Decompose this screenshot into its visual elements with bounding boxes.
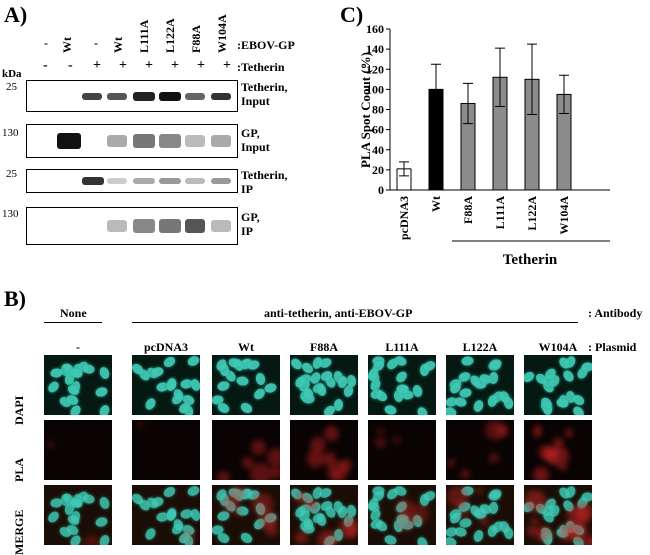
y-tick-label: 140 xyxy=(366,42,384,56)
blot-tetherin-input xyxy=(26,80,238,112)
blot-gp-input xyxy=(26,124,238,158)
gp-lane-3: Wt xyxy=(111,37,125,53)
blot-1-label: Tetherin, Input xyxy=(241,80,288,108)
micrograph-merge-w104a xyxy=(524,485,592,545)
x-tick-label-f88a: F88A xyxy=(461,196,475,224)
plasmid-col-4: L111A xyxy=(385,340,419,354)
micrograph-dapi- xyxy=(44,355,112,415)
blot-3-label: Tetherin, IP xyxy=(241,168,288,196)
micrograph-pla-w104a xyxy=(524,420,592,480)
plasmid-col-6: W104A xyxy=(538,340,578,354)
micrograph-pla-wt xyxy=(212,420,280,480)
plasmid-col-5: L122A xyxy=(462,340,498,354)
plasmid-suffix: : Plasmid xyxy=(588,340,637,354)
gp-lane-6: F88A xyxy=(189,25,203,53)
gp-lane-2: - xyxy=(94,36,98,50)
micrograph-dapi-wt xyxy=(212,355,280,415)
ebov-gp-row-label: :EBOV-GP xyxy=(237,38,295,52)
gp-lane-1: Wt xyxy=(60,37,74,53)
micrograph-pla-f88a xyxy=(290,420,358,480)
marker-blot-4: 130 xyxy=(2,208,19,220)
panel-c-label: C) xyxy=(340,2,364,27)
row-label-dapi: DAPI xyxy=(12,395,26,425)
panel-b-label: B) xyxy=(4,286,26,311)
error-bar-wt xyxy=(431,63,441,116)
micrograph-dapi-w104a xyxy=(524,355,592,415)
none-label: None xyxy=(60,306,87,320)
micrograph-dapi-l111a xyxy=(368,355,436,415)
micrograph-merge-l111a xyxy=(368,485,436,545)
micrograph-dapi-f88a xyxy=(290,355,358,415)
tetherin-lane-5: + xyxy=(171,58,179,73)
marker-blot-1: 25 xyxy=(6,81,17,93)
plasmid-col-2: Wt xyxy=(238,340,254,354)
y-tick-label: 40 xyxy=(372,143,384,157)
row-label-merge: MERGE xyxy=(12,509,26,555)
micrograph-pla-l122a xyxy=(446,420,514,480)
antibody-underline xyxy=(132,322,578,323)
y-axis-label: PLA Spot Coout (%) xyxy=(358,52,373,168)
micrograph-merge-f88a xyxy=(290,485,358,545)
plasmid-col-1: pcDNA3 xyxy=(144,340,188,354)
error-bar-l111a xyxy=(495,47,505,107)
plasmid-col-3: F88A xyxy=(310,340,338,354)
micrograph-merge- xyxy=(44,485,112,545)
micrograph-merge-pcdna3 xyxy=(132,485,200,545)
x-tick-label-wt: Wt xyxy=(429,196,443,212)
y-tick-label: 160 xyxy=(366,22,384,36)
micrograph-pla- xyxy=(44,420,112,480)
tetherin-lane-4: + xyxy=(145,58,153,73)
gp-lane-5: L122A xyxy=(163,18,177,53)
error-bar-f88a xyxy=(463,82,473,125)
x-tick-label-w104a: W104A xyxy=(557,196,571,235)
kda-label: kDa xyxy=(2,68,22,80)
gp-lane-0: - xyxy=(44,36,48,50)
micrograph-pla-pcdna3 xyxy=(132,420,200,480)
x-tick-label-l122a: L122A xyxy=(525,196,539,231)
x-tick-label-l111a: L111A xyxy=(493,196,507,230)
y-tick-label: 120 xyxy=(366,62,384,76)
row-label-pla: PLA xyxy=(12,458,26,482)
marker-blot-3: 25 xyxy=(6,168,17,180)
tetherin-row-label: :Tetherin xyxy=(237,60,285,74)
y-tick-label: 100 xyxy=(366,82,384,96)
micrograph-pla-l111a xyxy=(368,420,436,480)
pla-spot-count-chart: 0 20 40 60 80 100 120 140 160 pcDNA3 Wt F88A L111A L… xyxy=(358,22,610,268)
error-bar-l122a xyxy=(527,43,537,116)
blot-4-label: GP, IP xyxy=(241,210,260,238)
antibody-suffix: : Antibody xyxy=(588,306,643,320)
y-tick-label: 80 xyxy=(372,103,384,117)
panel-a-label: A) xyxy=(4,2,28,27)
y-tick-label: 0 xyxy=(378,183,384,197)
tetherin-lane-2: + xyxy=(93,58,101,73)
y-tick-label: 20 xyxy=(372,163,384,177)
error-bar-pcdna3 xyxy=(399,161,409,177)
gp-lane-4: L111A xyxy=(137,19,151,53)
marker-blot-2: 130 xyxy=(2,127,19,139)
tetherin-lane-0: - xyxy=(43,58,48,73)
blot-gp-ip xyxy=(26,207,238,245)
tetherin-lane-3: + xyxy=(119,58,127,73)
antibody-group-label: anti-tetherin, anti-EBOV-GP xyxy=(264,306,413,320)
none-underline xyxy=(44,322,102,323)
micrograph-merge-l122a xyxy=(446,485,514,545)
tetherin-lane-1: - xyxy=(68,58,73,73)
error-bar-w104a xyxy=(559,74,569,115)
micrograph-dapi-l122a xyxy=(446,355,514,415)
x-tick-label-pcdna3: pcDNA3 xyxy=(397,196,411,240)
micrograph-merge-wt xyxy=(212,485,280,545)
blot-2-label: GP, Input xyxy=(241,126,270,154)
micrograph-dapi-pcdna3 xyxy=(132,355,200,415)
y-tick-label: 60 xyxy=(372,123,384,137)
tetherin-lane-6: + xyxy=(197,58,205,73)
tetherin-group-label: Tetherin xyxy=(503,252,558,268)
blot-tetherin-ip xyxy=(26,169,238,193)
gp-lane-7: W104A xyxy=(215,14,229,53)
tetherin-lane-7: + xyxy=(223,58,231,73)
plasmid-col-0: - xyxy=(76,340,80,354)
